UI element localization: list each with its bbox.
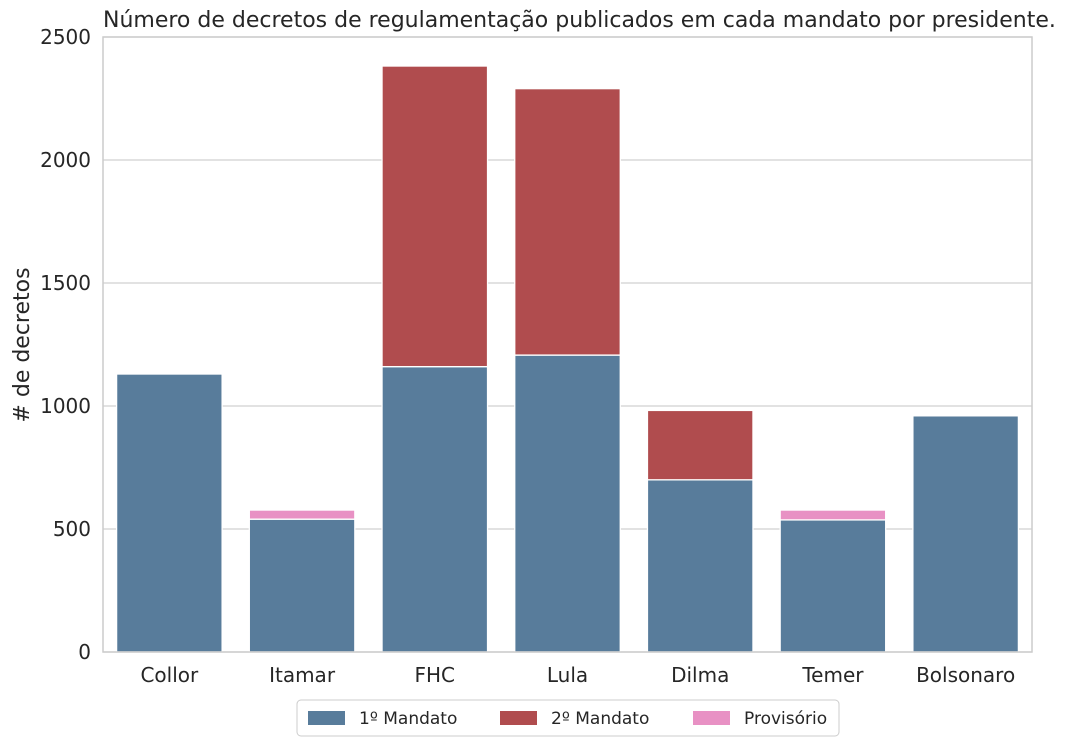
legend-label: 1º Mandato [359, 709, 457, 729]
bar-lula-2-mandato [514, 88, 621, 356]
bar-bolsonaro-1-mandato [912, 415, 1020, 653]
bar-temer-1-mandato [779, 519, 887, 653]
x-tick-label: Collor [140, 663, 199, 687]
x-axis-ticks: Collor Itamar FHC Lula Dilma Temer Bolsonaro [140, 663, 1015, 687]
bar-fhc-2-mandato [381, 65, 489, 368]
y-tick-label: 1500 [40, 271, 91, 295]
y-tick-label: 0 [78, 640, 91, 664]
bar-temer-provis-rio [779, 509, 887, 521]
plot-frame [102, 36, 1033, 653]
bar-lula-1-mandato [514, 354, 621, 653]
y-axis-label: # de decretos [10, 267, 35, 422]
legend-label: Provisório [744, 709, 827, 729]
y-tick-label: 2500 [40, 25, 91, 49]
bars [115, 65, 1020, 653]
x-tick-label: Temer [801, 663, 864, 687]
legend-label: 2º Mandato [551, 709, 649, 729]
bar-itamar-provis-rio [248, 509, 356, 520]
bar-dilma-2-mandato [646, 409, 754, 481]
y-tick-label: 500 [53, 517, 91, 541]
x-tick-label: Dilma [671, 663, 729, 687]
legend-swatch [693, 711, 730, 725]
y-axis-ticks: 0 500 1000 1500 2000 2500 [40, 25, 91, 664]
bar-dilma-1-mandato [646, 479, 754, 653]
x-tick-label: FHC [415, 663, 456, 687]
x-tick-label: Bolsonaro [916, 663, 1015, 687]
chart-title: Número de decretos de regulamentação pub… [103, 8, 1056, 33]
legend-swatch [500, 711, 537, 725]
legend: 1º Mandato 2º Mandato Provisório [296, 699, 840, 737]
bar-fhc-1-mandato [381, 365, 489, 653]
x-tick-label: Lula [547, 663, 588, 687]
bar-collor-1-mandato [115, 373, 223, 653]
bar-itamar-1-mandato [248, 518, 356, 653]
y-tick-label: 2000 [40, 148, 91, 172]
legend-box [296, 699, 840, 737]
x-tick-label: Itamar [269, 663, 336, 687]
y-tick-label: 1000 [40, 394, 91, 418]
legend-swatch [308, 711, 345, 725]
